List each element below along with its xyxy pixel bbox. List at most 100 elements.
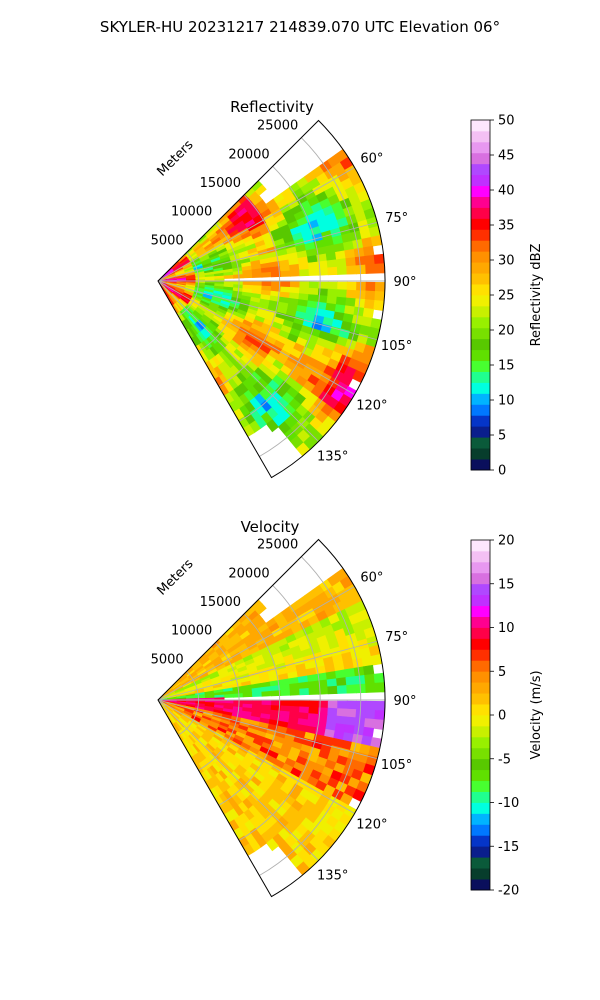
colorbar-swatch <box>471 616 490 628</box>
reflectivity-azimuth-ticks: 60° 75° 90° 105° 120° 135° <box>317 152 416 465</box>
colorbar-swatch <box>471 305 490 318</box>
range-ring <box>259 556 362 876</box>
azimuth-gridline <box>157 640 378 701</box>
azimuth-gridline <box>157 280 355 395</box>
radar-gate <box>336 266 348 275</box>
colorbar-swatch <box>471 196 490 208</box>
azimuth-gridline <box>157 280 378 341</box>
reflectivity-sector <box>157 148 386 457</box>
colorbar-swatch <box>471 780 490 792</box>
radar-gate <box>261 690 272 697</box>
radar-gate <box>336 685 348 694</box>
velocity-colorbar-label: Velocity (m/s) <box>529 670 544 759</box>
radar-gate <box>363 664 375 676</box>
reflectivity-gridlines <box>157 137 385 457</box>
radar-gate <box>374 263 386 274</box>
radar-gate <box>307 680 319 689</box>
colorbar-swatch <box>471 846 490 858</box>
azimuth-gridline <box>157 699 355 814</box>
radar-gate <box>344 667 356 678</box>
reflectivity-range-ticks: 5000 10000 15000 20000 25000 <box>151 119 299 249</box>
radar-gate <box>361 655 374 668</box>
colorbar-swatch <box>471 284 490 296</box>
radar-gate <box>336 289 348 299</box>
radar-gate <box>346 265 357 275</box>
colorbar-swatch <box>471 152 490 165</box>
colorbar-swatch <box>471 802 490 814</box>
colorbar-swatch <box>471 638 490 650</box>
radar-gate <box>261 700 272 706</box>
radar-gate <box>364 254 376 266</box>
radar-gate <box>326 678 338 688</box>
radar-gate <box>289 682 300 691</box>
colorbar-swatch <box>471 715 490 727</box>
colorbar-swatch <box>471 382 490 394</box>
colorbar-swatch <box>471 649 490 661</box>
colorbar-swatch <box>471 437 490 449</box>
radar-gate <box>337 281 348 291</box>
radar-gate <box>299 281 310 289</box>
radar-gate <box>373 672 385 684</box>
range-tick: 15000 <box>200 595 241 610</box>
radar-gate <box>327 685 338 695</box>
colorbar-swatch <box>471 327 490 340</box>
radar-gate <box>261 281 272 287</box>
azimuth-tick: 105° <box>381 758 412 773</box>
radar-gate <box>364 673 376 685</box>
colorbar-swatch <box>471 660 490 672</box>
colorbar-swatch <box>471 459 490 471</box>
colorbar-swatch <box>471 229 490 241</box>
colorbar-swatch <box>471 868 490 880</box>
radar-gate <box>251 691 263 697</box>
range-tick: 10000 <box>171 205 212 220</box>
azimuth-gridline <box>157 586 355 701</box>
colorbar-swatch <box>471 141 490 154</box>
colorbar-swatch <box>471 824 490 836</box>
radar-gate <box>337 700 348 710</box>
reflectivity-panel: Reflectivity 5000 10000 15000 20000 2500… <box>151 98 544 479</box>
radar-gate <box>346 684 357 694</box>
colorbar-swatch <box>471 273 490 285</box>
radar-gate <box>363 299 376 310</box>
range-ring <box>178 252 199 317</box>
radar-gate <box>327 281 339 290</box>
colorbar-swatch <box>471 218 490 230</box>
azimuth-gridline <box>157 699 378 760</box>
radar-gate <box>336 677 347 687</box>
radar-gate <box>308 700 320 709</box>
radar-gate <box>327 700 339 709</box>
radar-gate <box>373 300 385 311</box>
range-ring <box>198 223 240 352</box>
radar-gate <box>223 274 234 279</box>
radar-gate <box>308 281 320 290</box>
radar-gate <box>327 288 338 298</box>
azimuth-tick: 120° <box>356 818 387 833</box>
colorbar-swatch <box>471 561 490 574</box>
colorbar-tick: 15 <box>498 577 515 592</box>
radar-gate <box>298 681 310 690</box>
colorbar-swatch <box>471 747 490 760</box>
colorbar-tick: 45 <box>498 149 515 164</box>
colorbar-swatch <box>471 671 490 683</box>
colorbar-tick: 5 <box>498 665 506 680</box>
radar-gate <box>289 688 301 696</box>
radar-gate <box>325 670 337 681</box>
radar-gate <box>298 262 310 271</box>
azimuth-gridline <box>157 167 355 282</box>
radar-gate <box>374 682 386 693</box>
reflectivity-title: Reflectivity <box>230 98 314 116</box>
azimuth-tick: 60° <box>360 152 383 167</box>
colorbar-swatch <box>471 404 490 416</box>
azimuth-gridline <box>157 699 319 861</box>
radar-gate <box>279 683 291 691</box>
reflectivity-colorbar-label: Reflectivity dBZ <box>529 244 544 347</box>
azimuth-tick: 135° <box>317 869 348 884</box>
velocity-panel: Velocity 5000 10000 15000 20000 25000 Me… <box>151 518 544 899</box>
radar-gate <box>345 257 357 267</box>
range-tick: 25000 <box>257 119 298 134</box>
azimuth-tick: 90° <box>393 275 416 290</box>
radar-gate <box>374 291 386 302</box>
colorbar-tick: 20 <box>498 534 515 549</box>
velocity-azimuth-ticks: 60° 75° 90° 105° 120° 135° <box>317 571 416 884</box>
colorbar-swatch <box>471 262 490 274</box>
